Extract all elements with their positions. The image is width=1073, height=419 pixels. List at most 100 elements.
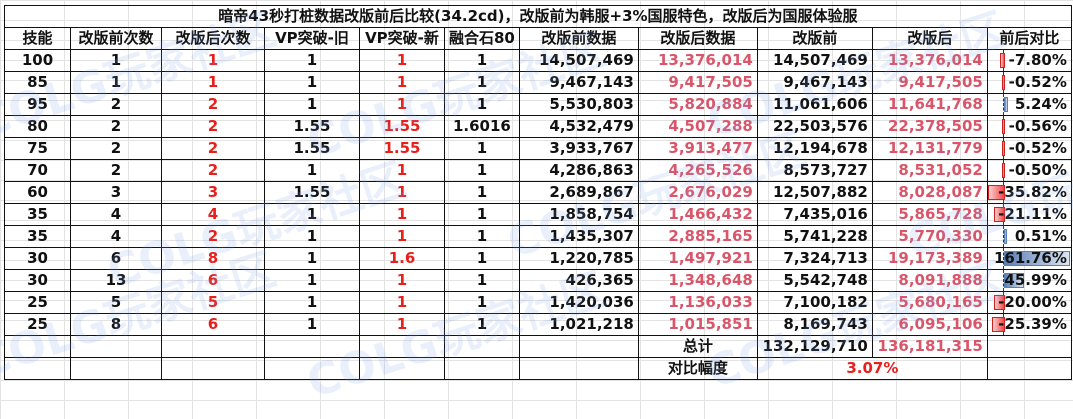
cell-after-total[interactable]: 6,095,106: [871, 313, 988, 336]
cell-after-total[interactable]: 22,378,505: [871, 115, 988, 138]
cell-after-total[interactable]: 13,376,014: [871, 49, 988, 72]
cell-fusion[interactable]: 1.6016: [444, 115, 520, 138]
cell-diff[interactable]: -35.82%: [986, 181, 1072, 204]
cell-before-total[interactable]: 14,507,469: [756, 49, 873, 72]
cell-after-count[interactable]: 2: [161, 225, 265, 248]
cell-after-data[interactable]: 2,676,029: [637, 181, 758, 204]
cell-after-total[interactable]: 8,091,888: [871, 269, 988, 292]
cell-vp-old[interactable]: 1.55: [264, 115, 360, 138]
cell-vp-new[interactable]: 1: [359, 71, 445, 94]
cell-skill[interactable]: 60: [4, 181, 71, 204]
empty-cell[interactable]: [986, 357, 1072, 380]
empty-cell[interactable]: [70, 357, 162, 380]
cell-before-total[interactable]: 22,503,576: [756, 115, 873, 138]
cell-before-total[interactable]: 9,467,143: [756, 71, 873, 94]
cell-after-data[interactable]: 3,913,477: [637, 137, 758, 160]
empty-cell[interactable]: [359, 357, 445, 380]
cell-skill[interactable]: 70: [4, 159, 71, 182]
cell-skill[interactable]: 75: [4, 137, 71, 160]
cell-before-count[interactable]: 13: [70, 269, 162, 292]
cell-skill[interactable]: 25: [4, 291, 71, 314]
cell-before-total[interactable]: 8,573,727: [756, 159, 873, 182]
cell-after-count[interactable]: 1: [161, 49, 265, 72]
cell-diff[interactable]: -21.11%: [986, 203, 1072, 226]
cell-after-total[interactable]: 8,028,087: [871, 181, 988, 204]
cell-after-count[interactable]: 2: [161, 93, 265, 116]
cell-vp-old[interactable]: 1: [264, 71, 360, 94]
cell-skill[interactable]: 95: [4, 93, 71, 116]
cell-after-data[interactable]: 4,507,288: [637, 115, 758, 138]
header-vp-new[interactable]: VP突破-新: [359, 27, 445, 50]
empty-cell[interactable]: [161, 357, 265, 380]
cell-before-total[interactable]: 5,542,748: [756, 269, 873, 292]
cell-vp-new[interactable]: 1: [359, 269, 445, 292]
cell-diff[interactable]: -0.52%: [986, 137, 1072, 160]
cell-vp-new[interactable]: 1: [359, 225, 445, 248]
cell-before-total[interactable]: 8,169,743: [756, 313, 873, 336]
cell-after-data[interactable]: 1,136,033: [637, 291, 758, 314]
cell-skill[interactable]: 80: [4, 115, 71, 138]
cell-skill[interactable]: 100: [4, 49, 71, 72]
cell-skill[interactable]: 35: [4, 225, 71, 248]
cell-fusion[interactable]: 1: [444, 247, 520, 270]
cell-before-total[interactable]: 12,194,678: [756, 137, 873, 160]
empty-cell[interactable]: [264, 357, 360, 380]
cell-fusion[interactable]: 1: [444, 269, 520, 292]
total-before[interactable]: 132,129,710: [756, 335, 873, 358]
cell-vp-old[interactable]: 1: [264, 159, 360, 182]
cell-before-data[interactable]: 9,467,143: [518, 71, 639, 94]
header-diff[interactable]: 前后对比: [986, 27, 1072, 50]
cell-vp-new[interactable]: 1: [359, 203, 445, 226]
cell-after-count[interactable]: 2: [161, 115, 265, 138]
cell-after-data[interactable]: 2,885,165: [637, 225, 758, 248]
cell-before-total[interactable]: 7,100,182: [756, 291, 873, 314]
cell-fusion[interactable]: 1: [444, 203, 520, 226]
cell-fusion[interactable]: 1: [444, 137, 520, 160]
cell-before-data[interactable]: 1,858,754: [518, 203, 639, 226]
cell-diff[interactable]: -0.56%: [986, 115, 1072, 138]
cell-after-data[interactable]: 9,417,505: [637, 71, 758, 94]
cell-after-data[interactable]: 5,820,884: [637, 93, 758, 116]
cell-before-count[interactable]: 8: [70, 313, 162, 336]
header-after-count[interactable]: 改版后次数: [161, 27, 265, 50]
cell-before-data[interactable]: 1,420,036: [518, 291, 639, 314]
cell-before-data[interactable]: 3,933,767: [518, 137, 639, 160]
cell-vp-new[interactable]: 1.55: [359, 137, 445, 160]
header-vp-old[interactable]: VP突破-旧: [264, 27, 360, 50]
cell-before-data[interactable]: 1,021,218: [518, 313, 639, 336]
cell-vp-old[interactable]: 1: [264, 291, 360, 314]
cell-after-count[interactable]: 2: [161, 137, 265, 160]
cell-before-total[interactable]: 12,507,882: [756, 181, 873, 204]
cell-after-count[interactable]: 3: [161, 181, 265, 204]
cell-vp-new[interactable]: 1: [359, 291, 445, 314]
total-label[interactable]: 总计: [637, 335, 758, 358]
cell-before-data[interactable]: 5,530,803: [518, 93, 639, 116]
cell-after-total[interactable]: 5,770,330: [871, 225, 988, 248]
header-fusion[interactable]: 融合石80: [444, 27, 520, 50]
header-before-count[interactable]: 改版前次数: [70, 27, 162, 50]
cell-before-count[interactable]: 2: [70, 159, 162, 182]
cell-before-count[interactable]: 1: [70, 49, 162, 72]
cell-diff[interactable]: -0.52%: [986, 71, 1072, 94]
header-after-total[interactable]: 改版后: [871, 27, 988, 50]
cell-skill[interactable]: 30: [4, 247, 71, 270]
cell-before-data[interactable]: 1,220,785: [518, 247, 639, 270]
cell-vp-old[interactable]: 1: [264, 93, 360, 116]
cell-vp-old[interactable]: 1.55: [264, 181, 360, 204]
empty-cell[interactable]: [4, 357, 71, 380]
cell-after-count[interactable]: 2: [161, 159, 265, 182]
cell-diff[interactable]: 5.24%: [986, 93, 1072, 116]
cell-fusion[interactable]: 1: [444, 49, 520, 72]
cell-after-total[interactable]: 5,865,728: [871, 203, 988, 226]
cell-before-data[interactable]: 14,507,469: [518, 49, 639, 72]
cell-after-data[interactable]: 4,265,526: [637, 159, 758, 182]
cell-diff[interactable]: -7.80%: [986, 49, 1072, 72]
cell-before-count[interactable]: 3: [70, 181, 162, 204]
cell-before-data[interactable]: 4,532,479: [518, 115, 639, 138]
cell-fusion[interactable]: 1: [444, 225, 520, 248]
cell-after-data[interactable]: 1,348,648: [637, 269, 758, 292]
cell-vp-old[interactable]: 1: [264, 49, 360, 72]
cell-before-data[interactable]: 4,286,863: [518, 159, 639, 182]
cell-vp-old[interactable]: 1: [264, 269, 360, 292]
cell-after-count[interactable]: 8: [161, 247, 265, 270]
